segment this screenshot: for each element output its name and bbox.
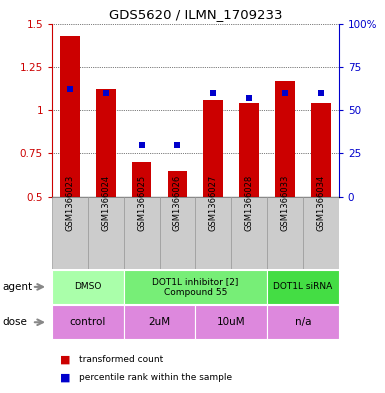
Bar <box>60 36 80 197</box>
Text: GSM1366025: GSM1366025 <box>137 175 146 231</box>
Bar <box>88 196 124 269</box>
Text: GSM1366023: GSM1366023 <box>65 175 74 231</box>
Point <box>246 95 252 101</box>
Bar <box>267 196 303 269</box>
Point <box>67 86 73 92</box>
Text: GSM1366034: GSM1366034 <box>316 175 325 231</box>
Text: ■: ■ <box>60 354 70 365</box>
Text: 2uM: 2uM <box>149 317 171 327</box>
Bar <box>195 196 231 269</box>
Bar <box>52 305 124 339</box>
Point <box>103 90 109 96</box>
Text: GSM1366027: GSM1366027 <box>209 175 218 231</box>
Text: GSM1366026: GSM1366026 <box>173 175 182 231</box>
Text: transformed count: transformed count <box>79 355 163 364</box>
Text: percentile rank within the sample: percentile rank within the sample <box>79 373 232 382</box>
Bar <box>124 305 195 339</box>
Text: GSM1366024: GSM1366024 <box>101 175 110 231</box>
Text: 10uM: 10uM <box>217 317 246 327</box>
Point <box>139 141 145 148</box>
Bar <box>52 270 124 304</box>
Text: DOT1L inhibitor [2]
Compound 55: DOT1L inhibitor [2] Compound 55 <box>152 277 239 297</box>
Point <box>210 90 216 96</box>
Title: GDS5620 / ILMN_1709233: GDS5620 / ILMN_1709233 <box>109 8 282 21</box>
Text: GSM1366033: GSM1366033 <box>281 175 290 231</box>
Text: ■: ■ <box>60 372 70 382</box>
Text: dose: dose <box>2 317 27 327</box>
Bar <box>231 196 267 269</box>
Bar <box>124 196 159 269</box>
Text: control: control <box>70 317 106 327</box>
Bar <box>159 196 196 269</box>
Text: GSM1366028: GSM1366028 <box>244 175 254 231</box>
Bar <box>132 162 151 196</box>
Bar <box>275 81 295 196</box>
Text: DMSO: DMSO <box>74 283 102 291</box>
Point <box>174 141 181 148</box>
Bar <box>167 171 187 196</box>
Bar <box>239 103 259 196</box>
Bar <box>52 196 88 269</box>
Text: n/a: n/a <box>295 317 311 327</box>
Point <box>282 90 288 96</box>
Text: agent: agent <box>2 282 32 292</box>
Bar <box>311 103 331 196</box>
Bar <box>303 196 339 269</box>
Bar <box>96 89 115 196</box>
Point <box>318 90 324 96</box>
Bar <box>267 270 339 304</box>
Bar <box>195 305 267 339</box>
Text: DOT1L siRNA: DOT1L siRNA <box>273 283 333 291</box>
Bar <box>203 100 223 196</box>
Bar <box>124 270 267 304</box>
Bar <box>267 305 339 339</box>
